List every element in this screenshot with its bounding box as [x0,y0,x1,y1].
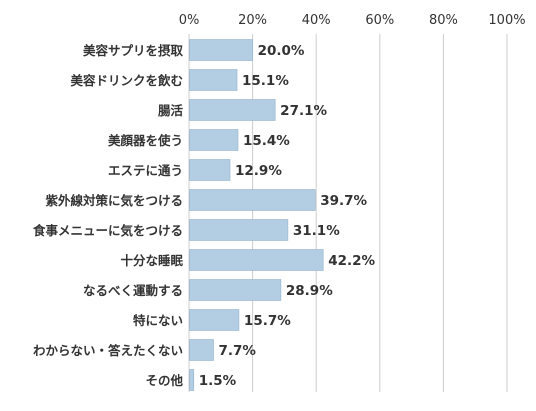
bar-layer [189,39,324,391]
bar [189,69,238,91]
category-label: 特にない [133,313,183,328]
value-label: 15.1% [242,73,289,89]
x-tick-label: 40% [302,13,331,28]
value-label: 28.9% [286,283,333,299]
category-label: 美顔器を使う [108,133,183,148]
bar [189,369,195,391]
category-label: 腸活 [158,103,184,118]
category-label: わからない・答えたくない [33,343,183,358]
value-label: 1.5% [199,373,237,389]
value-label: 7.7% [218,343,256,359]
category-label: なるべく運動する [83,283,183,298]
value-label: 31.1% [293,223,340,239]
x-tick-label: 20% [238,13,267,28]
bar [189,219,289,241]
bar [189,99,276,121]
bar [189,309,240,331]
x-tick-label: 60% [365,13,394,28]
value-label: 39.7% [320,193,367,209]
category-label: エステに通う [108,163,183,178]
bar [189,39,253,61]
x-tick-label: 100% [488,13,525,28]
category-label: 十分な睡眠 [120,253,183,268]
value-label: 12.9% [235,163,282,179]
x-tick-label: 80% [429,13,458,28]
category-label: 紫外線対策に気をつける [45,193,183,208]
grid-layer [188,34,508,392]
category-label: その他 [145,373,183,388]
value-label: 15.7% [244,313,291,329]
label-layer: 0% 20% 40% 60% 80% 100% 美容サプリを摂取 20.0% 美容ドリンクを飲む… [32,13,526,389]
value-label: 20.0% [258,43,305,59]
value-label: 42.2% [328,253,375,269]
bar [189,339,214,361]
category-label: 食事メニューに気をつける [32,223,183,238]
value-label: 15.4% [243,133,290,149]
bar [189,249,324,271]
value-label: 27.1% [280,103,327,119]
bar [189,279,282,301]
category-label: 美容サプリを摂取 [83,43,184,58]
bar [189,159,231,181]
x-tick-label: 0% [179,13,200,28]
bar [189,129,239,151]
category-label: 美容ドリンクを飲む [70,73,183,88]
bar [189,189,316,211]
